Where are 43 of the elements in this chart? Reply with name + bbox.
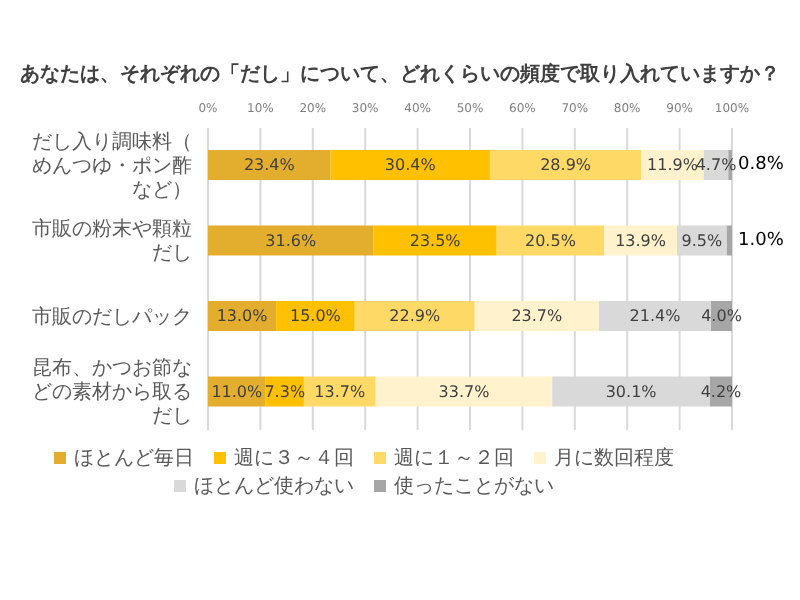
chart-title: あなたは、それぞれの「だし」について、どれくらいの頻度で取り入れていますか？ bbox=[18, 60, 782, 88]
data-label: 30.1% bbox=[605, 382, 658, 401]
data-label: 31.6% bbox=[265, 231, 317, 250]
data-label: 13.7% bbox=[314, 382, 366, 401]
bar bbox=[354, 301, 475, 331]
bar bbox=[489, 150, 642, 180]
legend-label: 使ったことがない bbox=[394, 476, 554, 498]
bar bbox=[208, 150, 331, 180]
data-label: 20.5% bbox=[525, 231, 577, 250]
data-label: 28.9% bbox=[540, 156, 592, 174]
bar bbox=[375, 376, 553, 407]
bar bbox=[474, 301, 599, 331]
data-label: 13.9% bbox=[615, 231, 667, 250]
data-label: 0.8% bbox=[738, 155, 785, 175]
y-tick-label: 市販の粉末や顆粒だし bbox=[32, 216, 192, 265]
data-label: 1.0% bbox=[738, 230, 785, 251]
data-label: 23.5% bbox=[409, 231, 462, 250]
legend-label: 週に３～４回 bbox=[234, 448, 354, 470]
data-label: 33.7% bbox=[438, 382, 491, 401]
data-label: 7.3% bbox=[264, 382, 306, 401]
legend-label: 月に数回程度 bbox=[554, 448, 674, 470]
data-label: 30.4% bbox=[384, 156, 437, 174]
legend-label: ほとんど毎日 bbox=[74, 448, 194, 470]
data-label: 23.7% bbox=[511, 307, 564, 325]
data-label: 11.9% bbox=[647, 156, 699, 174]
data-label: 11.0% bbox=[211, 382, 264, 401]
data-label: 15.0% bbox=[290, 307, 342, 325]
bar bbox=[208, 225, 374, 256]
bar bbox=[496, 225, 605, 256]
legend-label: ほとんど使わない bbox=[194, 476, 354, 498]
bar bbox=[330, 150, 490, 180]
data-label: 21.4% bbox=[629, 307, 682, 325]
data-label: 23.4% bbox=[243, 156, 296, 174]
data-label: 4.7% bbox=[695, 156, 738, 174]
data-label: 22.9% bbox=[389, 307, 441, 325]
bar bbox=[726, 225, 732, 256]
data-label: 13.0% bbox=[216, 307, 269, 325]
y-tick-label: だし入り調味料（めんつゆ・ポン酢など） bbox=[32, 128, 192, 201]
y-tick-label: 市販のだしパック bbox=[32, 303, 192, 328]
y-tick-label: 昆布、かつお節などの素材から取るだし bbox=[32, 355, 192, 428]
bar bbox=[373, 225, 497, 256]
data-label: 9.5% bbox=[681, 231, 723, 250]
legend-label: 週に１～２回 bbox=[394, 448, 514, 470]
